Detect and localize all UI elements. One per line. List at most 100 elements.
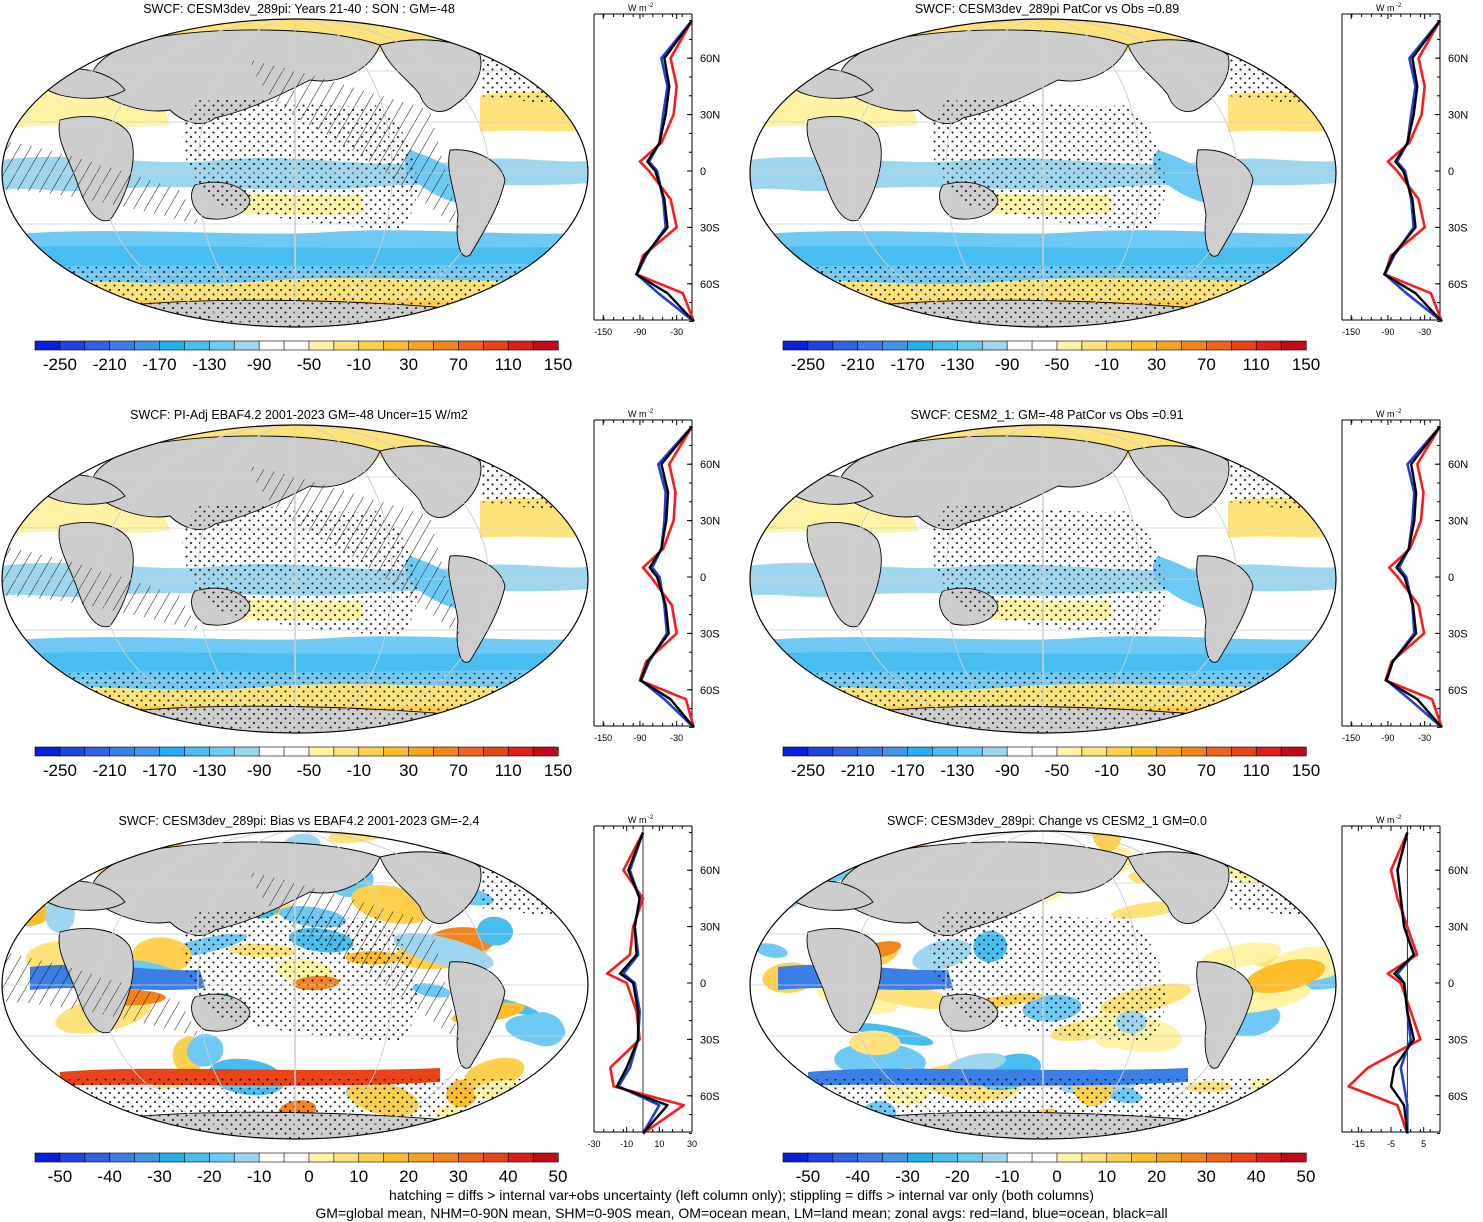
colorbar-tick-label: -10 (1094, 761, 1119, 780)
colorbar-swatch (258, 746, 285, 757)
colorbar-swatch (109, 1152, 136, 1163)
colorbar-tick-label: -170 (891, 355, 925, 374)
colorbar-swatch (233, 340, 260, 351)
profile-lat-tick-label: 0 (1448, 572, 1454, 584)
continent-landmass (379, 39, 482, 112)
colorbar-tick-label: -10 (247, 1167, 272, 1186)
graticule-meridian (945, 425, 1141, 733)
units-label: W m (1376, 3, 1395, 13)
anomaly-patch (1245, 959, 1326, 993)
colorbar-swatch (258, 1152, 285, 1163)
colorbar-swatch (782, 746, 809, 757)
stippling-southern (2, 1078, 588, 1139)
colorbar-tick-label: -10 (995, 1167, 1020, 1186)
profile-x-tick-label: -90 (1381, 327, 1394, 337)
colorbar-tick-label: 110 (1243, 355, 1270, 374)
colorbar-tick-label: -40 (97, 1167, 122, 1186)
colorbar-tick-label: 110 (495, 761, 522, 780)
colorbar-swatch (458, 340, 484, 351)
colorbar-swatch (458, 1152, 484, 1163)
map-border (1, 18, 589, 328)
profile-lat-tick-label: 0 (700, 572, 706, 584)
colorbar-swatch (782, 1152, 809, 1163)
profile-all-line (639, 425, 695, 729)
colorbar-tick-label: 70 (449, 761, 468, 780)
graticule-meridian (100, 831, 490, 1139)
colorbar-swatch (209, 340, 235, 351)
colorbar-swatch (84, 1152, 111, 1163)
profile-x-tick-label: 30 (687, 1139, 697, 1149)
profile-land-line (605, 831, 686, 1135)
profile-lat-tick-label: 30S (1448, 1034, 1468, 1046)
colorbar-swatch (507, 746, 534, 757)
anomaly-patch (849, 1030, 901, 1056)
continent-landmass (1127, 851, 1230, 924)
colorbar-swatch (482, 746, 509, 757)
continent-landmass (806, 116, 882, 222)
colorbar-tick-label: -250 (791, 355, 825, 374)
colorbar-tick-label: 30 (399, 355, 418, 374)
units-label: W m (628, 409, 647, 419)
panel-title: SWCF: CESM3dev_289pi: Bias vs EBAF4.2 20… (119, 814, 480, 828)
colorbar-swatch (209, 746, 235, 757)
hatching-indian (2, 952, 200, 1037)
stippling-pacific (930, 504, 1166, 636)
colorbar-tick-label: -90 (995, 355, 1020, 374)
profile-lat-tick-label: 60S (700, 685, 720, 697)
colorbar-tick-label: -90 (247, 355, 272, 374)
colorbar-swatch (882, 340, 909, 351)
colorbar-swatch (333, 340, 360, 351)
profile-lat-tick-label: 60S (1448, 279, 1468, 291)
colorbar-swatch (159, 340, 186, 351)
colorbar-tick-label: -50 (297, 355, 322, 374)
continent-landmass (477, 20, 541, 55)
colorbar-tick-label: 110 (1243, 761, 1270, 780)
continent-landmass (1127, 39, 1230, 112)
anomaly-patch (750, 833, 780, 853)
colorbar-swatch (233, 746, 260, 757)
graticule-meridian (848, 425, 1238, 733)
colorbar-swatch (1181, 1152, 1207, 1163)
profile-x-tick-label: -30 (670, 733, 683, 743)
colorbar-tick-label: -170 (143, 761, 177, 780)
colorbar-swatch (1106, 1152, 1133, 1163)
colorbar-swatch (857, 1152, 884, 1163)
colorbar-swatch (1081, 1152, 1108, 1163)
colorbar-swatch (59, 746, 86, 757)
map-border (749, 18, 1337, 328)
profile-land-line (1347, 832, 1422, 1134)
colorbar-swatch (1106, 746, 1133, 757)
zonal-mean-profile: W m -2 -150 -90 -30 60N 30N 0 30S 60S (593, 409, 720, 743)
hatching-pacific (250, 60, 460, 230)
continent-landmass (806, 928, 882, 1034)
panel-title: SWCF: PI-Adj EBAF4.2 2001-2023 GM=-48 Un… (130, 408, 468, 422)
panel-title: SWCF: CESM3dev_289pi: Change vs CESM2_1 … (887, 814, 1207, 828)
colorbar-tick-label: 50 (549, 1167, 568, 1186)
colorbar-swatch (358, 746, 385, 757)
profile-x-tick-label: -150 (594, 733, 612, 743)
graticule-meridian (945, 831, 1141, 1139)
colorbar-swatch (84, 340, 111, 351)
colorbar-swatch (1131, 340, 1158, 351)
colorbar-swatch (308, 340, 335, 351)
colorbar-swatch (433, 340, 459, 351)
colorbar-tick-label: -250 (791, 761, 825, 780)
anomaly-patch (525, 866, 588, 896)
colorbar-swatch (1206, 340, 1232, 351)
graticule-meridian (294, 425, 296, 733)
colorbar-tick-label: -210 (93, 355, 127, 374)
colorbar-swatch (857, 746, 884, 757)
colorbar-swatch (1255, 1152, 1282, 1163)
panel: SWCF: CESM2_1: GM=-48 PatCor vs Obs =0.9… (749, 408, 1468, 780)
profile-all-line (1389, 832, 1416, 1134)
colorbar-tick-label: 30 (1147, 761, 1166, 780)
colorbar-swatch (1280, 1152, 1307, 1163)
colorbar-swatch (1181, 746, 1207, 757)
units-exponent: -2 (1396, 815, 1402, 821)
continent-landmass (379, 851, 482, 924)
colorbar-swatch (832, 746, 859, 757)
colorbar-swatch (358, 1152, 385, 1163)
colorbar-swatch (1156, 746, 1183, 757)
colorbar: -250 -210 -170 -130 -90 -50 -10 30 70 110 150 (782, 340, 1320, 374)
colorbar-tick-label: 0 (1052, 1167, 1061, 1186)
